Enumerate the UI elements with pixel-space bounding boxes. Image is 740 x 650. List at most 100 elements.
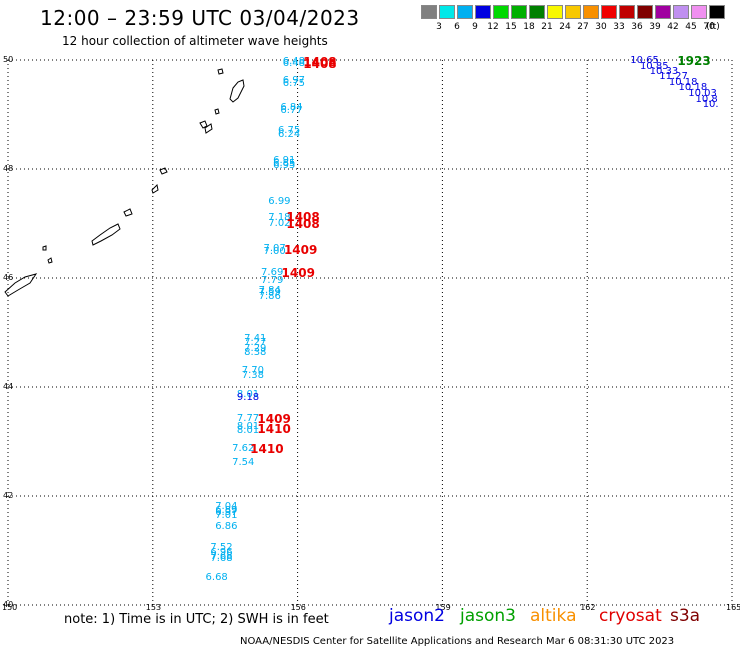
colorbar-swatch: [601, 5, 617, 19]
wave-height-label: 6.48: [282, 55, 306, 67]
colorbar-label: 42: [667, 22, 679, 32]
wave-height-label: 7.27: [244, 337, 267, 349]
wave-height-label: 7.52: [210, 541, 233, 553]
wave-height-label: 7.54: [232, 457, 255, 469]
colorbar-label: 6: [454, 22, 460, 32]
wave-height-label: 7.84: [258, 284, 281, 296]
kunashir-island: [91, 223, 121, 246]
hokkaido-coast: [4, 273, 38, 297]
wave-height-label: 7.04: [215, 500, 238, 512]
pass-time-label: 1408: [286, 209, 320, 224]
colorbar-swatch: [637, 5, 653, 19]
colorbar-label: 30: [595, 22, 607, 32]
colorbar-label: 18: [523, 22, 535, 32]
latitude-label: 48: [3, 164, 14, 173]
wave-height-label: 6.75: [282, 77, 306, 89]
wave-height-label: 10.65: [630, 55, 659, 67]
shikotan-island: [42, 245, 47, 251]
habomai-islet: [47, 257, 53, 264]
wave-height-label: 6.77: [280, 104, 303, 116]
pass-time-label: 1409: [283, 242, 318, 257]
kuril-island-north: [217, 68, 224, 75]
coastline-islands: [4, 68, 245, 297]
colorbar-label: 39: [649, 22, 661, 32]
pass-time-label: 1408: [303, 54, 337, 69]
map-subtitle: 12 hour collection of altimeter wave hei…: [62, 34, 328, 48]
wave-height-label: 6.86: [215, 521, 238, 533]
pass-time-label: 1923: [677, 54, 711, 69]
wave-height-label: 7.07: [263, 243, 286, 255]
wave-height-label: 6.75: [277, 124, 301, 136]
urup-island: [151, 183, 159, 194]
colorbar-swatch: [565, 5, 581, 19]
wave-height-label: 6.99: [268, 195, 291, 207]
wave-height-label: 6.89: [215, 504, 238, 516]
colorbar-swatch: [511, 5, 527, 19]
wave-height-label: 6.95: [273, 160, 296, 172]
satellite-legend-altika: altika: [530, 606, 577, 626]
colorbar-swatch: [547, 5, 563, 19]
wave-height-label: 6.85: [273, 157, 296, 169]
pass-time-label: 1410: [250, 441, 284, 456]
colorbar-swatch: [493, 5, 509, 19]
wave-height-label: 7.59: [258, 286, 281, 298]
wave-height-label: 7.00: [263, 246, 286, 258]
colorbar-swatch: [421, 5, 437, 19]
wave-height-label: 6.24: [277, 129, 301, 141]
colorbar-swatch: [655, 5, 671, 19]
colorbar-label: 15: [505, 22, 517, 32]
wave-height-label: 7.01: [215, 510, 238, 522]
pass-time-label: 1409: [257, 412, 291, 427]
longitude-label: 156: [290, 603, 306, 612]
satellite-legend-jason3: jason3: [460, 606, 516, 626]
longitude-label: 150: [2, 603, 18, 612]
colorbar-label: 27: [577, 22, 589, 32]
onekotan-island: [214, 108, 220, 115]
shiashkotan-island: [199, 120, 208, 129]
colorbar-label: (ft): [706, 22, 720, 32]
colorbar-swatch: [673, 5, 689, 19]
colorbar-label: 21: [541, 22, 553, 32]
wave-height-label: 7.38: [241, 370, 264, 382]
wave-height-label: 10.03: [688, 88, 717, 100]
iturup-island: [123, 208, 133, 217]
latitude-label: 42: [3, 491, 14, 500]
colorbar-swatch: [529, 5, 545, 19]
wave-height-label: 7.69: [261, 266, 284, 278]
colorbar-label: 12: [487, 22, 499, 32]
footer-note: note: 1) Time is in UTC; 2) SWH is in fe…: [64, 612, 329, 627]
colorbar-label: 24: [559, 22, 571, 32]
colorbar-swatch: [583, 5, 599, 19]
pass-time-label: 1408: [303, 56, 337, 71]
colorbar-swatch: [439, 5, 455, 19]
colorbar-label: 3: [436, 22, 442, 32]
latitude-label: 46: [3, 273, 14, 282]
wave-height-label: 7.02: [268, 218, 291, 230]
wave-height-label: 7.18: [268, 212, 291, 224]
wave-height-label: 7.29: [244, 342, 267, 354]
colorbar-label: 33: [613, 22, 625, 32]
colorbar-swatch: [475, 5, 491, 19]
wave-height-label: 7.86: [258, 290, 281, 302]
latitude-label: 44: [3, 382, 14, 391]
wave-height-label: 10.18: [678, 82, 708, 94]
longitude-label: 153: [145, 603, 162, 612]
colorbar-swatch: [619, 5, 635, 19]
colorbar-swatch: [691, 5, 707, 19]
pass-time-label: 1410: [257, 421, 291, 436]
satellite-legend-s3a: s3a: [670, 606, 701, 626]
wave-height-label: 6.84: [280, 101, 303, 113]
colorbar-label: 36: [631, 22, 643, 32]
colorbar-label: 45: [685, 22, 697, 32]
satellite-legend-cryosat: cryosat: [599, 606, 662, 626]
wave-height-label: 6.96: [210, 546, 233, 558]
map-title: 12:00 – 23:59 UTC 03/04/2023: [40, 6, 360, 30]
wave-height-label: 8.01: [236, 421, 260, 433]
wave-height-label: 6.97: [282, 74, 306, 86]
colorbar-swatch: [457, 5, 473, 19]
paramushir-island: [229, 79, 245, 103]
lat-lon-grid: [7, 59, 733, 606]
wave-height-label: 6.97: [215, 507, 238, 519]
satellite-legend-jason2: jason2: [389, 606, 445, 626]
